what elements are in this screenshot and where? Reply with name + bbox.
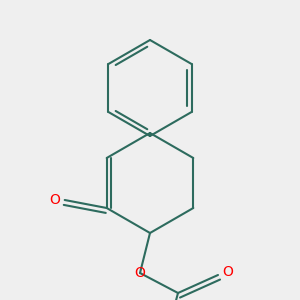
Text: O: O xyxy=(49,193,60,207)
Text: O: O xyxy=(135,266,146,280)
Text: O: O xyxy=(223,265,233,279)
